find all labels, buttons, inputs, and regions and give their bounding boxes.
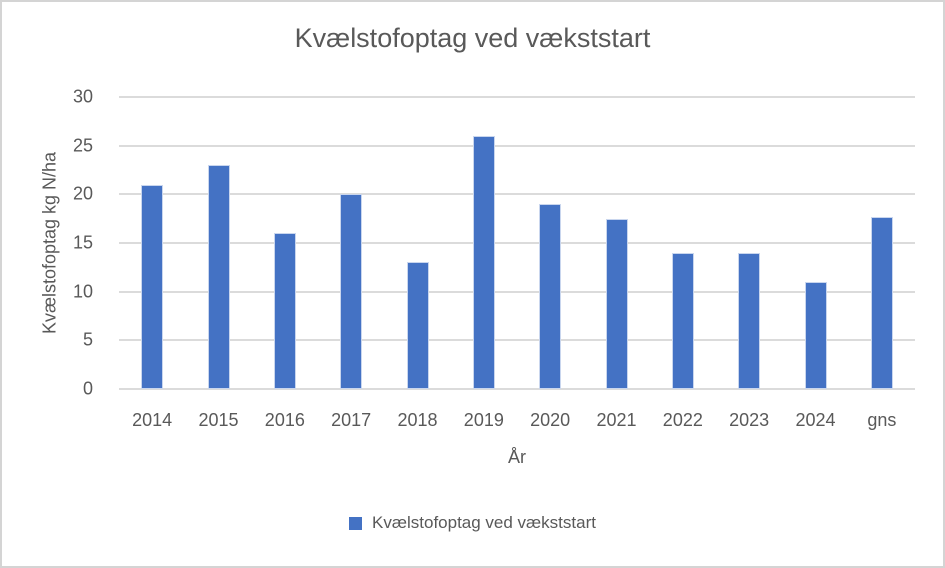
bar-2019	[472, 135, 495, 389]
y-tick-label-10: 10	[72, 281, 93, 302]
gridline-15	[119, 242, 915, 244]
gridline-30	[119, 96, 915, 98]
x-axis-title: År	[508, 447, 526, 467]
y-tick-label-15: 15	[72, 232, 93, 253]
y-tick-label-25: 25	[72, 135, 93, 156]
x-tick-label-2019: 2019	[463, 410, 504, 430]
x-tick-label-2015: 2015	[198, 410, 239, 430]
x-tick-label-2016: 2016	[264, 410, 305, 430]
chart-title: Kvælstofoptag ved vækststart	[294, 23, 651, 53]
legend: Kvælstofoptag ved vækststart	[2, 513, 943, 533]
y-tick-label-30: 30	[72, 86, 93, 107]
bar-2020	[539, 204, 562, 389]
x-tick-label-2023: 2023	[729, 410, 770, 430]
bar-2016	[273, 233, 296, 389]
y-tick-label-20: 20	[72, 183, 93, 204]
gridline-5	[119, 339, 915, 342]
y-tick-label-5: 5	[82, 329, 93, 350]
legend-label: Kvælstofoptag ved vækststart	[372, 513, 596, 532]
y-axis-ticks: 0 5 10 15 20 25 30	[2, 87, 93, 399]
x-tick-label-2021: 2021	[596, 410, 637, 430]
bar-2017	[340, 194, 363, 389]
y-tick-label-0: 0	[82, 378, 93, 399]
x-tick-label-2017: 2017	[331, 410, 372, 430]
x-tick-label-2014: 2014	[132, 410, 173, 430]
gridline-25	[119, 144, 915, 147]
x-tick-label-gns: gns	[867, 410, 897, 430]
bar-2024	[804, 281, 827, 389]
x-tick-label-2022: 2022	[662, 410, 703, 430]
bar-2015	[207, 165, 230, 389]
bar-2021	[605, 218, 628, 389]
x-axis-ticks: 2014 2015 2016 2017 2018 2019 2020 2021 2022 2023…	[119, 410, 915, 434]
bar-2022	[671, 252, 694, 389]
bar-2014	[141, 184, 164, 389]
bar-2023	[738, 252, 761, 389]
gridline-0	[119, 388, 915, 390]
x-tick-label-2024: 2024	[795, 410, 836, 430]
bar-2018	[406, 262, 429, 389]
legend-swatch-icon	[349, 516, 363, 530]
bar-gns	[870, 216, 893, 389]
x-tick-label-2018: 2018	[397, 410, 438, 430]
plot-area	[119, 96, 915, 390]
gridline-10	[119, 290, 915, 293]
gridline-20	[119, 193, 915, 196]
x-tick-label-2020: 2020	[530, 410, 571, 430]
